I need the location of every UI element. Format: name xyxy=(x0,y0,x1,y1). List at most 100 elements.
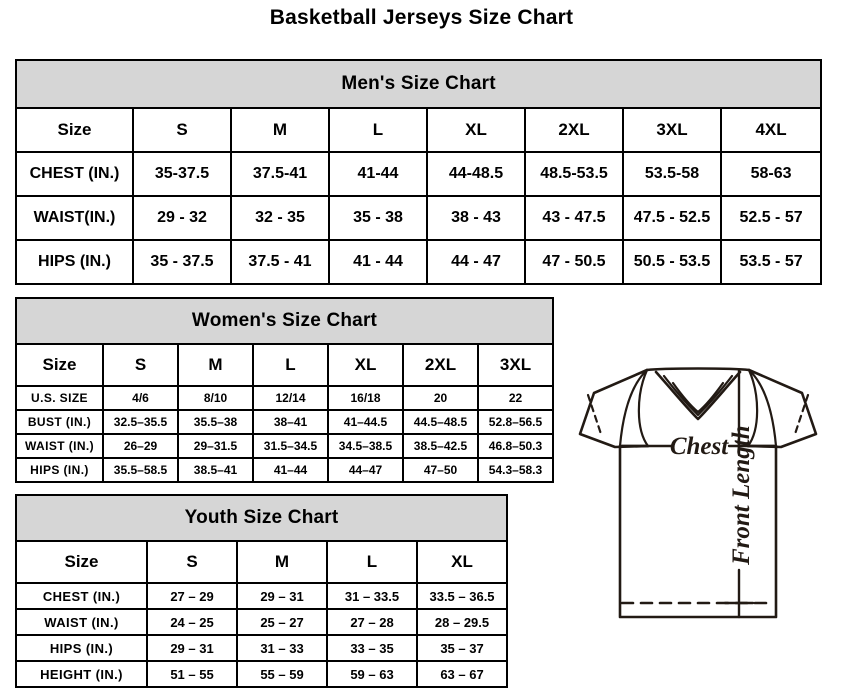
mens-hips-3xl: 50.5 - 53.5 xyxy=(622,239,722,285)
mens-band-row: Men's Size Chart xyxy=(14,59,823,109)
womens-row-label-hips: HIPS (IN.) xyxy=(15,457,104,483)
womens-bust-s: 32.5–35.5 xyxy=(102,409,179,435)
youth-header-l: L xyxy=(326,540,418,584)
youth-chart-title: Youth Size Chart xyxy=(14,494,509,542)
womens-bust-2xl: 44.5–48.5 xyxy=(402,409,479,435)
womens-bust-3xl: 52.8–56.5 xyxy=(477,409,554,435)
youth-height-s: 51 – 55 xyxy=(146,660,238,688)
mens-hips-l: 41 - 44 xyxy=(328,239,428,285)
youth-header-size: Size xyxy=(15,540,148,584)
mens-waist-2xl: 43 - 47.5 xyxy=(524,195,624,241)
womens-ussize-3xl: 22 xyxy=(477,385,554,411)
youth-row-label-height: HEIGHT (IN.) xyxy=(15,660,148,688)
womens-ussize-xl: 16/18 xyxy=(327,385,404,411)
mens-header-m: M xyxy=(230,107,330,153)
table-row: WAIST (IN.) 24 – 25 25 – 27 27 – 28 28 –… xyxy=(15,608,509,636)
mens-waist-l: 35 - 38 xyxy=(328,195,428,241)
womens-waist-s: 26–29 xyxy=(102,433,179,459)
womens-ussize-m: 8/10 xyxy=(177,385,254,411)
table-row: HEIGHT (IN.) 51 – 55 55 – 59 59 – 63 63 … xyxy=(15,660,509,688)
youth-header-row: Size S M L XL xyxy=(15,540,509,584)
mens-row-label-waist: WAIST(IN.) xyxy=(15,195,134,241)
table-row: U.S. SIZE 4/6 8/10 12/14 16/18 20 22 xyxy=(15,385,554,411)
youth-chest-s: 27 – 29 xyxy=(146,582,238,610)
mens-header-4xl: 4XL xyxy=(719,107,823,153)
mens-header-2xl: 2XL xyxy=(524,107,624,153)
womens-ussize-2xl: 20 xyxy=(402,385,479,411)
mens-header-row: Size S M L XL 2XL 3XL 4XL xyxy=(15,107,823,153)
womens-chart-title: Women's Size Chart xyxy=(15,297,554,345)
youth-hips-l: 33 – 35 xyxy=(326,634,418,662)
youth-header-xl: XL xyxy=(415,540,509,584)
youth-row-label-waist: WAIST (IN.) xyxy=(15,608,148,636)
womens-header-size: Size xyxy=(15,343,104,387)
mens-chest-l: 41-44 xyxy=(328,151,428,197)
mens-waist-3xl: 47.5 - 52.5 xyxy=(622,195,722,241)
youth-waist-s: 24 – 25 xyxy=(146,608,238,636)
mens-waist-xl: 38 - 43 xyxy=(426,195,526,241)
womens-size-chart-table: Women's Size Chart Size S M L XL 2XL 3XL… xyxy=(15,297,554,483)
youth-height-l: 59 – 63 xyxy=(326,660,418,688)
table-row: WAIST (IN.) 26–29 29–31.5 31.5–34.5 34.5… xyxy=(15,433,554,459)
mens-chart-title: Men's Size Chart xyxy=(14,59,823,109)
womens-row-label-us-size: U.S. SIZE xyxy=(15,385,104,411)
youth-header-s: S xyxy=(146,540,238,584)
mens-chest-s: 35-37.5 xyxy=(132,151,232,197)
mens-chest-m: 37.5-41 xyxy=(230,151,330,197)
womens-waist-m: 29–31.5 xyxy=(177,433,254,459)
mens-header-size: Size xyxy=(15,107,134,153)
womens-bust-m: 35.5–38 xyxy=(177,409,254,435)
mens-hips-m: 37.5 - 41 xyxy=(230,239,330,285)
youth-hips-m: 31 – 33 xyxy=(236,634,328,662)
table-row: CHEST (IN.) 35-37.5 37.5-41 41-44 44-48.… xyxy=(15,151,823,197)
youth-waist-xl: 28 – 29.5 xyxy=(415,608,509,636)
womens-waist-xl: 34.5–38.5 xyxy=(327,433,404,459)
table-row: HIPS (IN.) 35 - 37.5 37.5 - 41 41 - 44 4… xyxy=(15,239,823,285)
womens-header-row: Size S M L XL 2XL 3XL xyxy=(15,343,554,387)
mens-hips-xl: 44 - 47 xyxy=(426,239,526,285)
mens-waist-s: 29 - 32 xyxy=(132,195,232,241)
mens-waist-m: 32 - 35 xyxy=(230,195,330,241)
mens-hips-s: 35 - 37.5 xyxy=(132,239,232,285)
womens-ussize-s: 4/6 xyxy=(102,385,179,411)
womens-waist-2xl: 38.5–42.5 xyxy=(402,433,479,459)
youth-hips-xl: 35 – 37 xyxy=(415,634,509,662)
womens-waist-3xl: 46.8–50.3 xyxy=(477,433,554,459)
youth-waist-m: 25 – 27 xyxy=(236,608,328,636)
womens-header-2xl: 2XL xyxy=(402,343,479,387)
womens-bust-xl: 41–44.5 xyxy=(327,409,404,435)
mens-chest-xl: 44-48.5 xyxy=(426,151,526,197)
womens-hips-2xl: 47–50 xyxy=(402,457,479,483)
womens-row-label-bust: BUST (IN.) xyxy=(15,409,104,435)
front-length-measure-label: Front Length xyxy=(728,425,755,566)
youth-band-row: Youth Size Chart xyxy=(14,494,509,542)
youth-row-label-chest: CHEST (IN.) xyxy=(15,582,148,610)
chest-measure-label: Chest xyxy=(670,433,729,460)
mens-header-xl: XL xyxy=(426,107,526,153)
womens-header-m: M xyxy=(177,343,254,387)
mens-header-3xl: 3XL xyxy=(622,107,722,153)
youth-chest-l: 31 – 33.5 xyxy=(326,582,418,610)
womens-waist-l: 31.5–34.5 xyxy=(252,433,329,459)
mens-hips-4xl: 53.5 - 57 xyxy=(719,239,823,285)
youth-height-xl: 63 – 67 xyxy=(415,660,509,688)
womens-hips-3xl: 54.3–58.3 xyxy=(477,457,554,483)
youth-chest-m: 29 – 31 xyxy=(236,582,328,610)
womens-band-row: Women's Size Chart xyxy=(15,297,554,345)
mens-waist-4xl: 52.5 - 57 xyxy=(719,195,823,241)
youth-row-label-hips: HIPS (IN.) xyxy=(15,634,148,662)
womens-hips-m: 38.5–41 xyxy=(177,457,254,483)
mens-row-label-hips: HIPS (IN.) xyxy=(15,239,134,285)
womens-ussize-l: 12/14 xyxy=(252,385,329,411)
mens-header-l: L xyxy=(328,107,428,153)
womens-hips-xl: 44–47 xyxy=(327,457,404,483)
mens-header-s: S xyxy=(132,107,232,153)
table-row: HIPS (IN.) 35.5–58.5 38.5–41 41–44 44–47… xyxy=(15,457,554,483)
mens-hips-2xl: 47 - 50.5 xyxy=(524,239,624,285)
mens-row-label-chest: CHEST (IN.) xyxy=(15,151,134,197)
womens-header-s: S xyxy=(102,343,179,387)
table-row: HIPS (IN.) 29 – 31 31 – 33 33 – 35 35 – … xyxy=(15,634,509,662)
womens-hips-s: 35.5–58.5 xyxy=(102,457,179,483)
mens-chest-2xl: 48.5-53.5 xyxy=(524,151,624,197)
page-title: Basketball Jerseys Size Chart xyxy=(269,6,574,29)
